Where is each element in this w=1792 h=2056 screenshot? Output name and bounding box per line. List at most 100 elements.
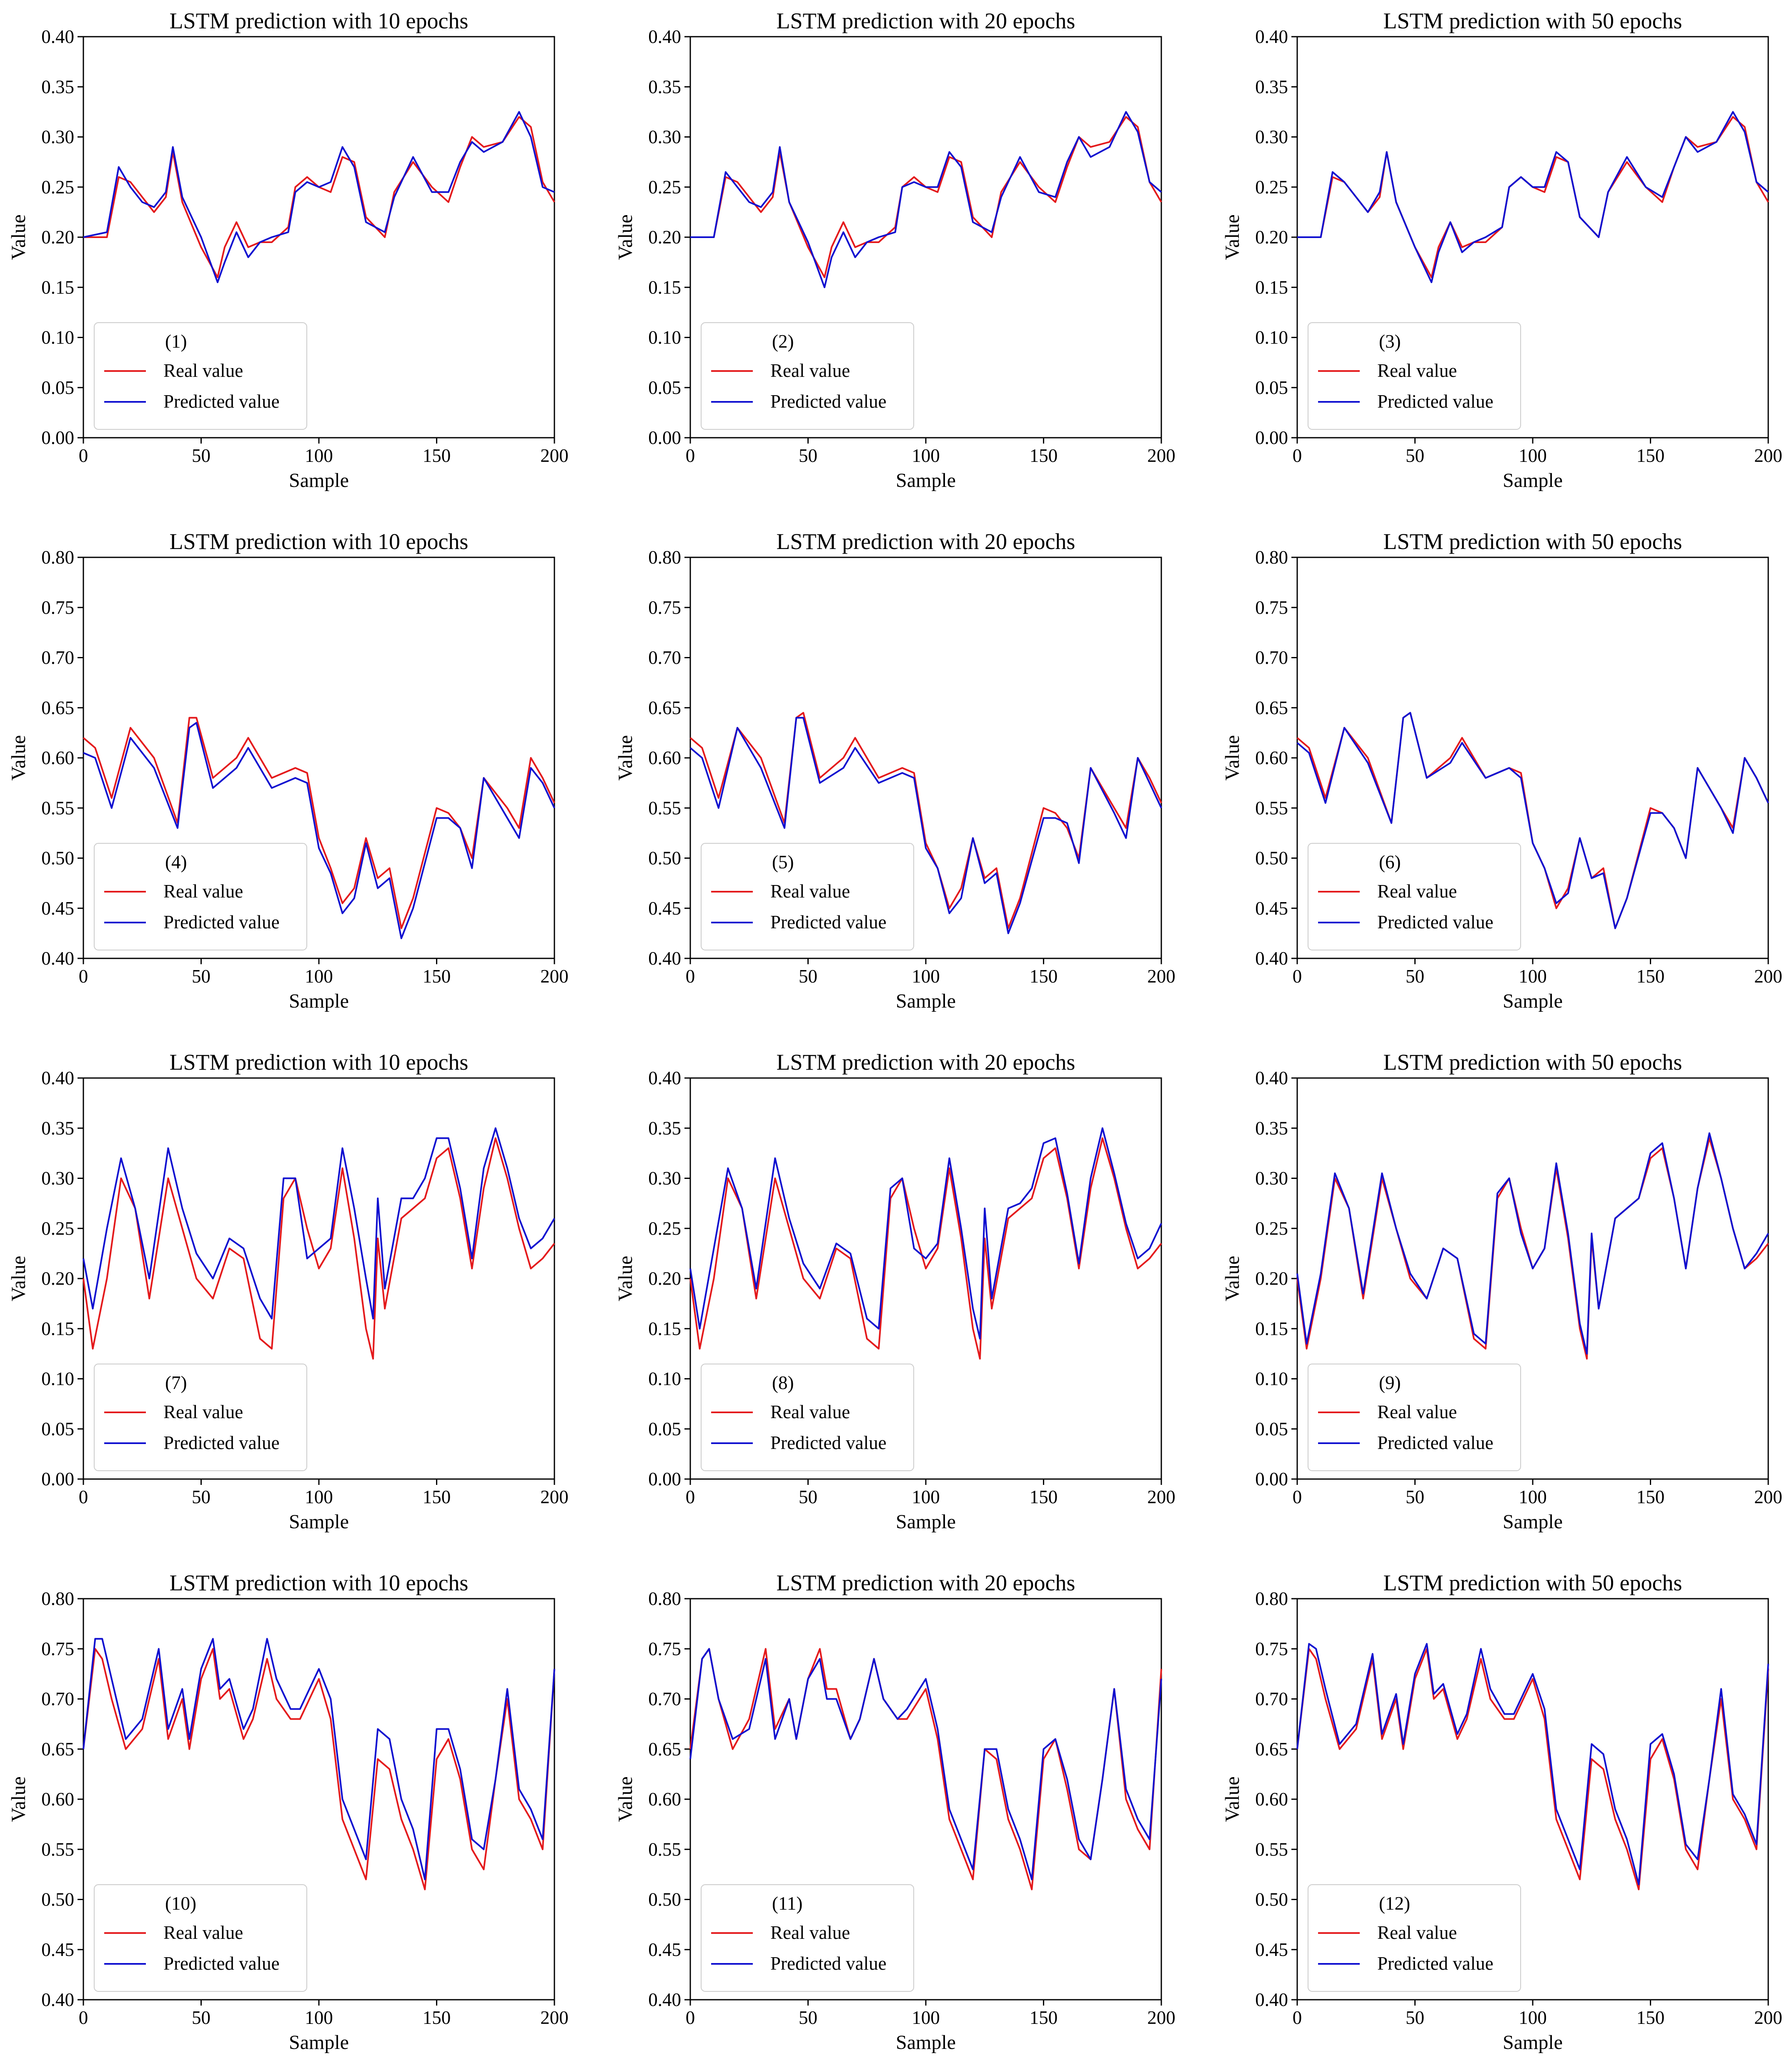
legend-entry: Real value: [770, 1402, 850, 1422]
y-tick-label: 0.05: [41, 377, 74, 398]
y-axis-label: Value: [614, 214, 637, 260]
x-tick-label: 50: [799, 445, 817, 466]
y-tick-label: 0.65: [41, 1739, 74, 1760]
x-tick-label: 150: [1637, 966, 1665, 987]
y-tick-label: 0.10: [1255, 1369, 1288, 1389]
y-axis-label: Value: [1221, 1776, 1243, 1822]
chart-panel-1: LSTM prediction with 10 epochs 0 50 100 150 2…: [8, 8, 569, 491]
series-line-predicted: [83, 111, 555, 283]
y-tick-label: 0.50: [41, 848, 74, 869]
legend-entry: Predicted value: [770, 1432, 887, 1453]
y-tick-label: 0.40: [648, 26, 681, 47]
x-tick-label: 100: [305, 966, 333, 987]
x-tick-label: 100: [1519, 2007, 1547, 2028]
y-tick-label: 0.60: [41, 1789, 74, 1810]
y-tick-label: 0.50: [1255, 1889, 1288, 1910]
x-tick-label: 200: [1147, 445, 1175, 466]
x-tick-label: 0: [79, 2007, 88, 2028]
x-tick-label: 0: [1293, 966, 1302, 987]
x-tick-label: 50: [1406, 1487, 1424, 1507]
x-axis-label: Sample: [1503, 1511, 1563, 1533]
legend-box: [94, 843, 307, 950]
y-tick-label: 0.00: [1255, 1469, 1288, 1489]
y-tick-label: 0.40: [41, 26, 74, 47]
x-tick-label: 0: [686, 1487, 695, 1507]
y-axis-label: Value: [8, 1776, 30, 1822]
x-tick-label: 200: [1147, 2007, 1175, 2028]
legend-entry: Predicted value: [163, 1432, 280, 1453]
y-tick-label: 0.75: [41, 597, 74, 618]
y-axis-label: Value: [8, 214, 30, 260]
legend-title: (9): [1379, 1372, 1401, 1393]
y-tick-label: 0.35: [648, 76, 681, 97]
x-tick-label: 200: [1754, 2007, 1782, 2028]
legend-entry: Predicted value: [163, 1953, 280, 1974]
x-tick-label: 200: [540, 445, 569, 466]
y-tick-label: 0.80: [1255, 1588, 1288, 1609]
series-line-real: [689, 1648, 1162, 1891]
x-tick-label: 150: [1030, 445, 1058, 466]
x-axis-label: Sample: [289, 2031, 349, 2053]
y-tick-label: 0.30: [41, 127, 74, 148]
chart-panel-5: LSTM prediction with 20 epochs 0 50 100 150 2…: [614, 529, 1175, 1012]
y-tick-label: 0.20: [41, 227, 74, 248]
y-tick-label: 0.10: [648, 1369, 681, 1389]
y-tick-label: 0.20: [1255, 1268, 1288, 1289]
chart-title: LSTM prediction with 50 epochs: [1383, 1050, 1682, 1075]
legend-entry: Real value: [163, 1922, 243, 1943]
y-tick-label: 0.65: [1255, 1739, 1288, 1760]
legend-entry: Real value: [770, 360, 850, 381]
chart-title: LSTM prediction with 10 epochs: [170, 1570, 469, 1595]
legend-title: (8): [772, 1372, 794, 1393]
x-tick-label: 100: [912, 966, 940, 987]
x-axis-label: Sample: [896, 990, 956, 1012]
x-tick-label: 200: [1754, 445, 1782, 466]
chart-panel-10: LSTM prediction with 10 epochs 0 50 100 150 2…: [8, 1570, 569, 2053]
x-tick-label: 50: [799, 966, 817, 987]
x-axis-label: Sample: [1503, 2031, 1563, 2053]
y-tick-label: 0.40: [1255, 1989, 1288, 2010]
y-tick-label: 0.60: [1255, 1789, 1288, 1810]
legend-box: [701, 322, 914, 430]
y-tick-label: 0.35: [1255, 1118, 1288, 1138]
legend-box: [94, 322, 307, 430]
x-axis-label: Sample: [289, 990, 349, 1012]
x-tick-label: 150: [423, 445, 451, 466]
chart-panel-4: LSTM prediction with 10 epochs 0 50 100 150 2…: [8, 529, 569, 1012]
y-tick-label: 0.35: [41, 76, 74, 97]
y-tick-label: 0.55: [1255, 797, 1288, 818]
x-tick-label: 200: [540, 2007, 569, 2028]
y-tick-label: 0.00: [41, 427, 74, 448]
y-tick-label: 0.55: [648, 1839, 681, 1860]
x-tick-label: 50: [192, 966, 211, 987]
x-tick-label: 50: [799, 1487, 817, 1507]
x-tick-label: 150: [1637, 445, 1665, 466]
chart-panel-9: LSTM prediction with 50 epochs 0 50 100 150 2…: [1221, 1050, 1782, 1533]
y-tick-label: 0.15: [648, 277, 681, 298]
x-tick-label: 150: [1637, 2007, 1665, 2028]
y-axis-label: Value: [1221, 214, 1243, 260]
legend-box: [1308, 1884, 1521, 1992]
legend-entry: Predicted value: [1377, 391, 1494, 412]
y-tick-label: 0.50: [41, 1889, 74, 1910]
series-line-predicted: [1296, 712, 1769, 929]
y-axis-label: Value: [8, 1256, 30, 1301]
y-tick-label: 0.45: [648, 898, 681, 919]
x-tick-label: 200: [540, 1487, 569, 1507]
y-tick-label: 0.25: [1255, 177, 1288, 198]
series-line-predicted: [689, 1648, 1162, 1880]
y-tick-label: 0.55: [1255, 1839, 1288, 1860]
y-tick-label: 0.15: [41, 277, 74, 298]
y-axis-label: Value: [1221, 1256, 1243, 1301]
series-line-predicted: [689, 1127, 1162, 1340]
y-tick-label: 0.30: [1255, 127, 1288, 148]
y-tick-label: 0.50: [1255, 848, 1288, 869]
y-tick-label: 0.60: [41, 747, 74, 768]
chart-title: LSTM prediction with 20 epochs: [777, 8, 1075, 33]
x-tick-label: 150: [1637, 1487, 1665, 1507]
x-tick-label: 100: [305, 1487, 333, 1507]
x-tick-label: 150: [1030, 1487, 1058, 1507]
x-tick-label: 150: [423, 2007, 451, 2028]
x-tick-label: 100: [912, 1487, 940, 1507]
chart-title: LSTM prediction with 10 epochs: [170, 8, 469, 33]
